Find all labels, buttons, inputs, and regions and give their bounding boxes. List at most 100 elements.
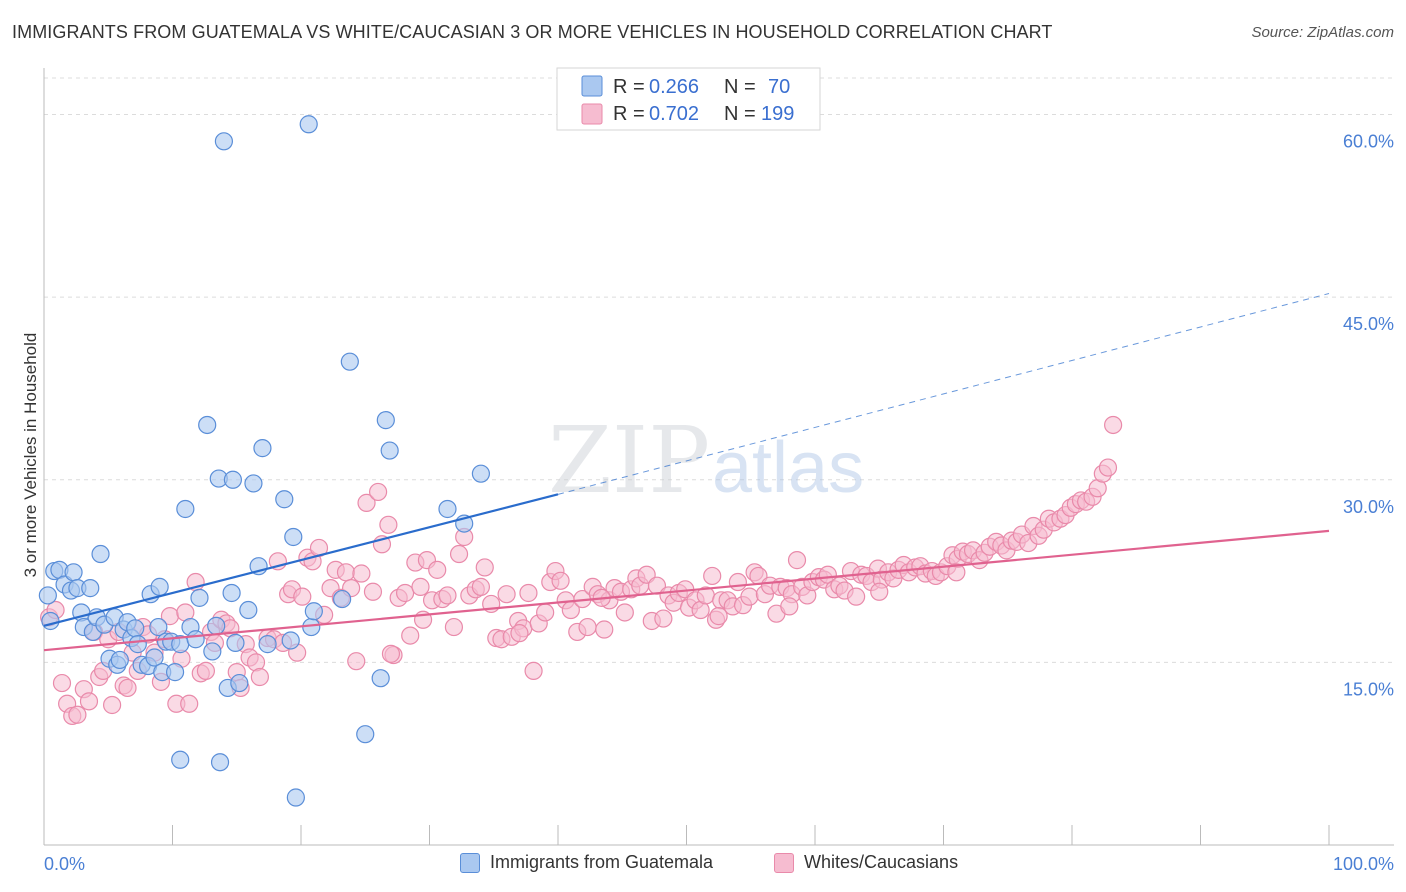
series-guatemala bbox=[38, 115, 490, 807]
watermark-atlas: atlas bbox=[712, 428, 864, 508]
point-guatemala-69 bbox=[210, 753, 230, 772]
point-guatemala-33 bbox=[165, 663, 185, 682]
point-guatemala-62 bbox=[356, 725, 375, 744]
tick-labels: 15.0% 30.0% 45.0% 60.0% 0.0% 100.0% bbox=[44, 132, 1394, 874]
point-guatemala-45 bbox=[222, 583, 241, 603]
point-white-105 bbox=[595, 620, 614, 639]
point-guatemala-64 bbox=[376, 411, 395, 430]
point-guatemala-61 bbox=[340, 352, 359, 371]
point-white-200 bbox=[1104, 415, 1123, 435]
chart-title: IMMIGRANTS FROM GUATEMALA VS WHITE/CAUCA… bbox=[12, 22, 1053, 42]
point-guatemala-40 bbox=[203, 642, 222, 661]
point-white-41 bbox=[250, 667, 269, 687]
legend-r-label-2: R = bbox=[613, 103, 645, 125]
y-tick-label-3: 60.0% bbox=[1343, 132, 1394, 152]
point-white-97 bbox=[551, 571, 570, 590]
legend-item-white[interactable]: Whites/Caucasians bbox=[774, 852, 958, 873]
legend-swatch-white bbox=[581, 103, 603, 125]
legend-swatch-guatemala bbox=[581, 75, 603, 97]
point-guatemala-49 bbox=[239, 600, 258, 620]
point-guatemala-6 bbox=[64, 563, 83, 582]
point-white-15 bbox=[118, 678, 137, 698]
point-guatemala-70 bbox=[286, 788, 305, 807]
point-white-94 bbox=[536, 603, 555, 622]
point-guatemala-35 bbox=[176, 499, 195, 519]
point-white-27 bbox=[180, 694, 199, 713]
point-white-206 bbox=[780, 597, 799, 616]
point-guatemala-18 bbox=[110, 650, 129, 670]
point-guatemala-54 bbox=[275, 490, 294, 509]
point-white-201 bbox=[381, 644, 401, 663]
point-white-76 bbox=[438, 586, 457, 605]
series-whites bbox=[40, 415, 1123, 726]
point-white-77 bbox=[444, 617, 464, 637]
point-white-141 bbox=[787, 551, 807, 570]
point-white-152 bbox=[847, 587, 866, 606]
point-guatemala-71 bbox=[171, 750, 190, 769]
legend-r-value-1: 0.266 bbox=[649, 76, 699, 98]
point-guatemala-58 bbox=[302, 617, 321, 637]
point-guatemala-23 bbox=[128, 635, 147, 654]
point-white-208 bbox=[947, 563, 966, 582]
point-guatemala-48 bbox=[230, 673, 249, 693]
point-white-62 bbox=[363, 582, 383, 601]
point-white-199 bbox=[1098, 458, 1118, 477]
point-white-125 bbox=[703, 566, 722, 586]
point-guatemala-1 bbox=[41, 611, 60, 631]
point-white-130 bbox=[728, 572, 748, 592]
point-guatemala-63 bbox=[371, 669, 390, 688]
legend-n-value-1: 70 bbox=[768, 76, 790, 98]
point-guatemala-28 bbox=[149, 617, 168, 637]
point-guatemala-43 bbox=[214, 132, 233, 151]
point-guatemala-60 bbox=[333, 589, 352, 609]
point-white-74 bbox=[428, 560, 447, 579]
point-guatemala-41 bbox=[207, 616, 226, 635]
legend-swatch-guatemala-bottom bbox=[460, 852, 480, 873]
point-guatemala-55 bbox=[281, 631, 300, 650]
legend-n-label-2: N = bbox=[724, 103, 756, 125]
point-white-71 bbox=[411, 577, 430, 596]
point-white-87 bbox=[497, 585, 516, 604]
point-white-69 bbox=[401, 626, 420, 645]
point-white-207 bbox=[870, 582, 889, 601]
point-white-82 bbox=[471, 577, 490, 596]
point-white-205 bbox=[709, 607, 728, 626]
point-guatemala-68 bbox=[471, 464, 490, 483]
x-tick-label-1: 100.0% bbox=[1333, 854, 1394, 874]
point-guatemala-52 bbox=[253, 439, 272, 458]
legend-n-value-2: 199 bbox=[761, 103, 794, 125]
point-white-83 bbox=[475, 558, 494, 577]
point-white-116 bbox=[654, 609, 673, 628]
point-white-30 bbox=[196, 661, 216, 681]
point-guatemala-10 bbox=[81, 579, 100, 598]
point-guatemala-53 bbox=[258, 635, 277, 654]
point-guatemala-37 bbox=[186, 630, 205, 649]
point-white-65 bbox=[379, 515, 398, 534]
axes bbox=[43, 68, 1394, 846]
point-white-92 bbox=[524, 661, 543, 681]
trend-lines bbox=[43, 293, 1330, 652]
point-guatemala-50 bbox=[244, 474, 263, 493]
point-white-59 bbox=[347, 652, 366, 671]
point-white-68 bbox=[395, 583, 415, 603]
watermark: ZIP atlas bbox=[548, 407, 864, 514]
watermark-zip: ZIP bbox=[548, 407, 710, 514]
point-white-12 bbox=[103, 695, 122, 715]
legend-item-guatemala[interactable]: Immigrants from Guatemala bbox=[460, 852, 713, 873]
point-guatemala-59 bbox=[304, 602, 323, 621]
source-label: Source: ZipAtlas.com bbox=[1251, 24, 1394, 41]
point-guatemala-66 bbox=[438, 499, 457, 519]
legend-n-label-1: N = bbox=[724, 76, 756, 98]
x-tick-label-0: 0.0% bbox=[44, 854, 85, 874]
trend-line-guatemala bbox=[43, 493, 559, 627]
legend-swatch-white-bottom bbox=[774, 852, 794, 873]
point-white-91 bbox=[519, 583, 538, 603]
point-white-49 bbox=[293, 587, 312, 606]
trend-line-white bbox=[43, 529, 1330, 652]
point-white-5 bbox=[68, 705, 87, 724]
point-white-60 bbox=[352, 564, 371, 583]
legend-r-label-1: R = bbox=[613, 76, 645, 98]
point-guatemala-0 bbox=[38, 586, 57, 605]
point-white-132 bbox=[740, 587, 759, 606]
point-white-2 bbox=[52, 673, 72, 693]
